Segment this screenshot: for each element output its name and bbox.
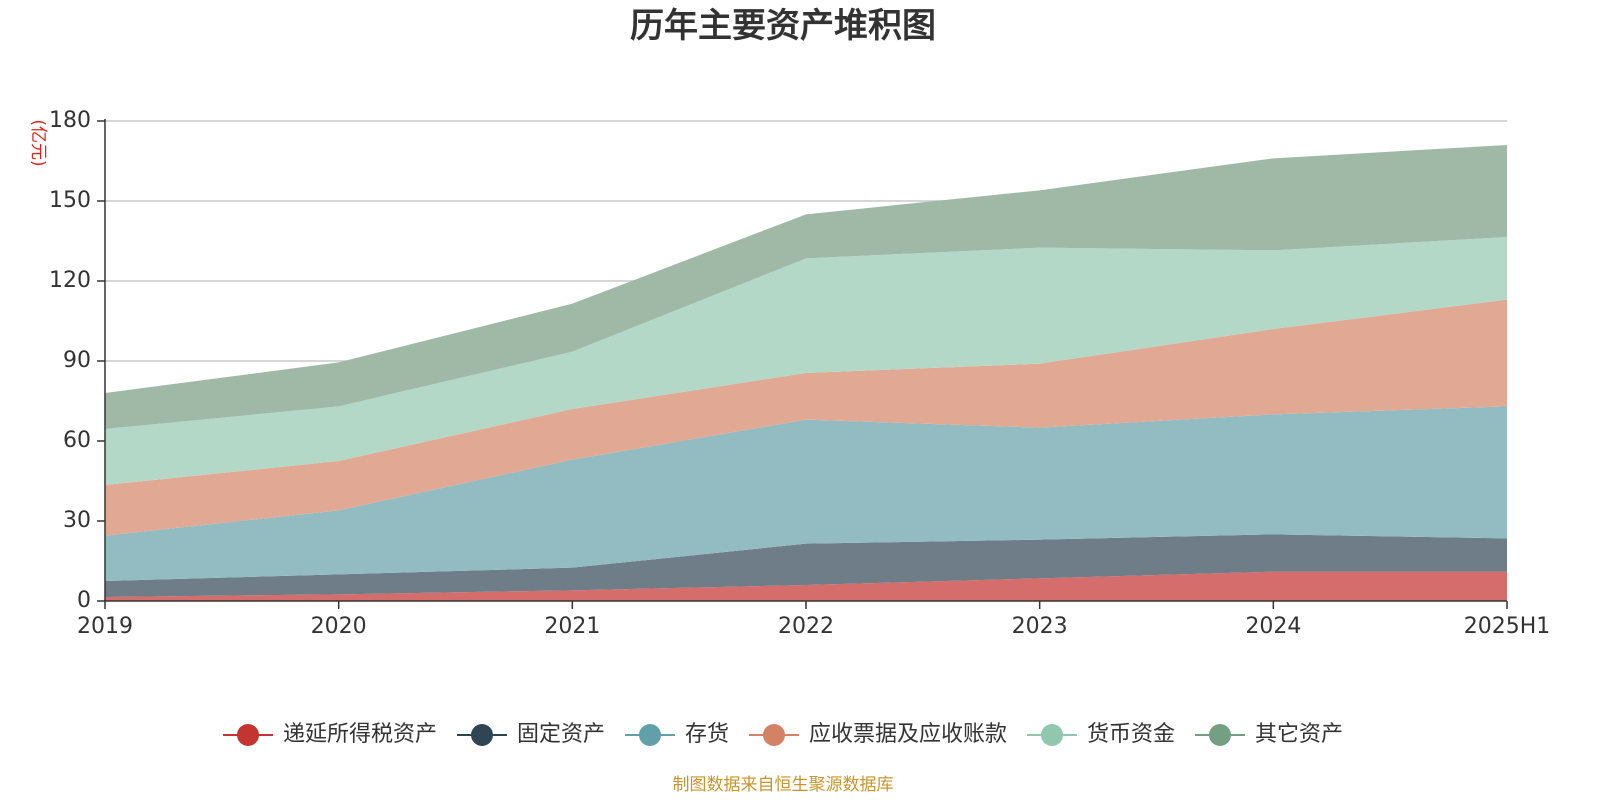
x-tick-label-4: 2023 — [1012, 614, 1068, 639]
area-series-5 — [105, 145, 1507, 429]
x-tick-label-6: 2025H1 — [1464, 614, 1551, 639]
x-tick-label-2: 2021 — [544, 614, 600, 639]
area-layers — [105, 145, 1507, 601]
legend-item-0: 递延所得税资产 — [223, 722, 437, 747]
area-series-1 — [105, 534, 1507, 597]
y-tick-label-1: 30 — [63, 508, 91, 533]
y-axis-unit-label: (亿元) — [28, 119, 48, 166]
legend-item-3: 应收票据及应收账款 — [749, 722, 1007, 747]
legend-label-4: 货币资金 — [1087, 722, 1175, 747]
legend: 递延所得税资产 固定资产 存货 应收票据及应收账款 货币资金 其它资产 — [223, 722, 1343, 747]
y-tick-label-5: 150 — [49, 188, 91, 213]
legend-label-5: 其它资产 — [1255, 722, 1343, 747]
legend-label-2: 存货 — [685, 722, 729, 747]
legend-marker-0 — [237, 724, 259, 746]
legend-label-0: 递延所得税资产 — [283, 722, 437, 747]
legend-marker-1 — [471, 724, 493, 746]
legend-item-2: 存货 — [625, 722, 729, 747]
chart-title: 历年主要资产堆积图 — [630, 6, 936, 46]
y-tick-label-4: 120 — [49, 268, 91, 293]
area-series-0 — [105, 571, 1507, 601]
legend-item-4: 货币资金 — [1027, 722, 1175, 747]
y-tick-label-2: 60 — [63, 428, 91, 453]
data-source-note: 制图数据来自恒生聚源数据库 — [673, 775, 894, 795]
x-tick-label-0: 2019 — [77, 614, 133, 639]
legend-marker-5 — [1209, 724, 1231, 746]
x-tick-label-5: 2024 — [1245, 614, 1301, 639]
legend-item-1: 固定资产 — [457, 722, 605, 747]
area-series-4 — [105, 237, 1507, 485]
area-series-2 — [105, 406, 1507, 581]
axes: 0 30 60 90 120 150 180 2019 2020 2021 2022 2023 2024… — [49, 108, 1550, 639]
legend-marker-4 — [1041, 724, 1063, 746]
y-tick-label-3: 90 — [63, 348, 91, 373]
x-tick-label-1: 2020 — [311, 614, 367, 639]
y-tick-label-6: 180 — [49, 108, 91, 133]
y-tick-label-0: 0 — [77, 588, 91, 613]
area-series-3 — [105, 299, 1507, 536]
legend-label-3: 应收票据及应收账款 — [809, 722, 1007, 747]
legend-marker-2 — [639, 724, 661, 746]
legend-label-1: 固定资产 — [517, 722, 605, 747]
legend-item-5: 其它资产 — [1195, 722, 1343, 747]
legend-marker-3 — [763, 724, 785, 746]
x-tick-label-3: 2022 — [778, 614, 834, 639]
